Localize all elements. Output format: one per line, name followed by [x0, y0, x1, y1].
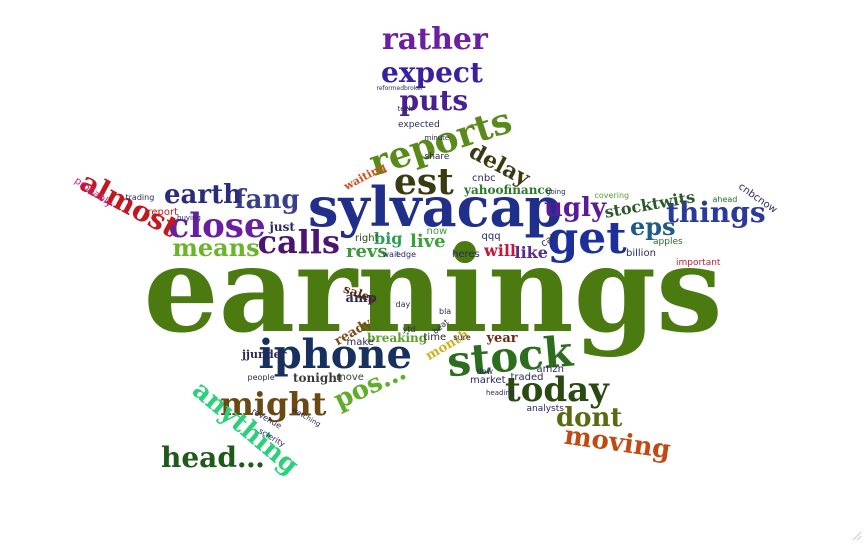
cloud-word: eps: [630, 212, 676, 241]
cloud-word: going: [546, 187, 566, 196]
cloud-word: est: [394, 161, 454, 203]
cloud-word: cnbc: [472, 173, 496, 184]
cloud-word: expect: [381, 56, 483, 89]
cloud-word: things: [666, 196, 766, 229]
cloud-word: year: [486, 330, 518, 346]
cloud-word: head…: [161, 441, 265, 474]
cloud-word: today: [505, 370, 609, 410]
cloud-word: right: [355, 233, 379, 244]
cloud-word: day: [395, 300, 411, 309]
cloud-word: sure: [453, 333, 471, 342]
cloud-word: move: [336, 372, 364, 383]
cloud-word: puts: [399, 84, 469, 117]
cloud-word: fang: [234, 185, 300, 215]
cloud-word: get: [547, 213, 627, 264]
cloud-word: might: [220, 385, 327, 423]
cloud-word: breaking: [367, 331, 428, 345]
cloud-word: tonight: [293, 371, 343, 385]
cloud-word: buying: [177, 213, 201, 222]
cloud-word: analysts: [526, 403, 564, 414]
cloud-word: calls: [257, 223, 341, 261]
cloud-word: wait: [382, 250, 400, 259]
cloud-word: traded: [510, 372, 544, 383]
cloud-word: yahoofinance: [464, 183, 553, 197]
cloud-word: just: [269, 220, 295, 234]
cloud-word: dont: [556, 403, 623, 433]
cloud-word: expected: [398, 119, 440, 130]
cloud-word: iphone: [258, 331, 412, 378]
cloud-word: ahead: [712, 195, 738, 204]
cloud-word: like: [514, 243, 548, 262]
cloud-word: big: [374, 229, 403, 248]
cloud-word: trading: [125, 193, 155, 202]
cloud-word: bla: [439, 307, 452, 316]
cloud-word: jjunder: [242, 347, 287, 361]
cloud-word: now: [426, 226, 448, 237]
cloud-word: amzn: [536, 364, 564, 375]
cloud-word: means: [172, 233, 260, 262]
cloud-word: covering: [594, 191, 630, 200]
cloud-word: important: [676, 257, 721, 268]
cloud-word: reformedbroker: [376, 85, 424, 92]
cloud-word: edge: [396, 250, 416, 259]
cloud-word: heading: [486, 388, 515, 397]
cloud-word: time: [423, 332, 447, 343]
cloud-word: earnings: [143, 220, 723, 359]
cloud-word: share: [424, 151, 450, 162]
cloud-word: sylvacap: [308, 175, 563, 239]
cloud-word: heres: [452, 249, 480, 260]
cloud-word: ugly: [544, 193, 607, 223]
cloud-word: revs: [346, 241, 388, 262]
cloud-word: rather: [382, 22, 488, 57]
cloud-word: people: [247, 373, 275, 382]
cloud-word: billion: [626, 248, 656, 259]
cloud-word: apples: [653, 236, 683, 247]
resize-grip-icon: [850, 526, 862, 541]
cloud-word: market: [470, 375, 506, 386]
cloud-word: tech: [397, 104, 413, 113]
cloud-word: minute: [424, 133, 450, 142]
cloud-word: will: [484, 241, 517, 260]
cloud-word: close: [168, 206, 266, 246]
cloud-word: earth: [164, 180, 242, 210]
cloud-word: qqq: [481, 231, 501, 242]
cloud-word: make: [346, 337, 374, 348]
cloud-word: amp: [345, 290, 377, 306]
cloud-word: almost: [74, 165, 184, 244]
cloud-word: report: [147, 207, 179, 218]
cloud-word: dow: [476, 367, 494, 376]
cloud-word: ytd: [402, 325, 416, 334]
cloud-word: live: [410, 231, 446, 252]
